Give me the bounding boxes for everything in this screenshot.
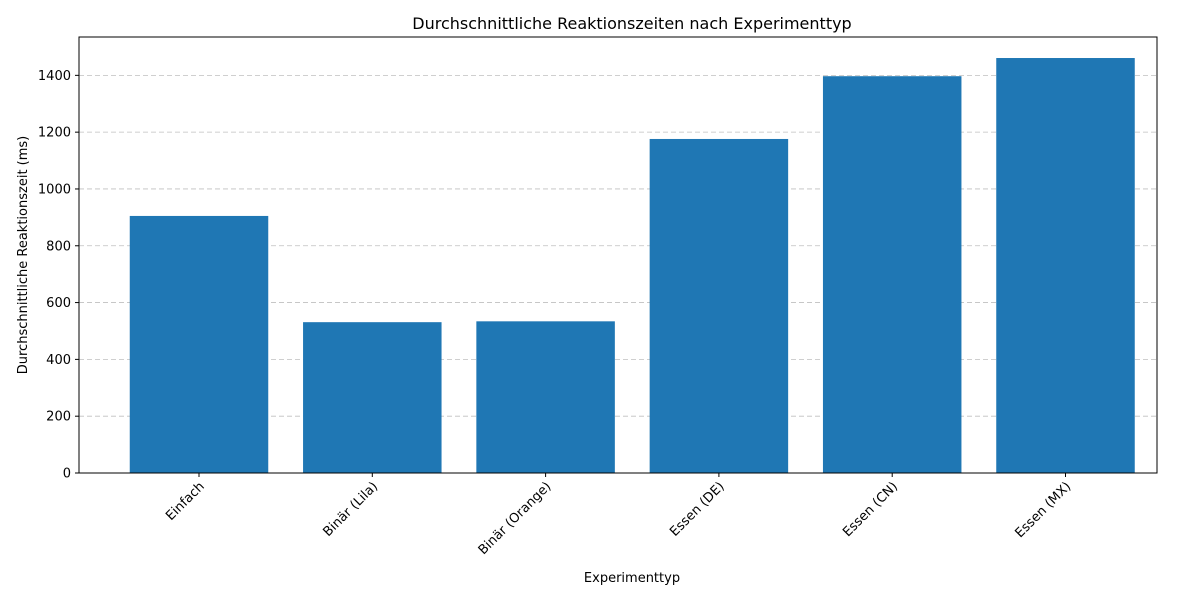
plot-frame	[78, 36, 1158, 474]
y-tick-label: 0	[63, 467, 71, 482]
x-tick-label: Binär (Lila)	[320, 479, 381, 540]
y-axis-label: Durchschnittliche Reaktionszeit (ms)	[16, 136, 31, 375]
y-tick-label: 800	[46, 239, 71, 254]
x-tick-label: Essen (DE)	[667, 479, 727, 539]
chart-title: Durchschnittliche Reaktionszeiten nach E…	[412, 14, 851, 33]
bars	[129, 58, 1135, 474]
bar	[476, 321, 615, 473]
x-tick-label: Binär (Orange)	[476, 479, 555, 558]
y-tick-label: 200	[46, 410, 71, 425]
y-tick-label: 1000	[38, 182, 71, 197]
y-axis-ticks: 0 200 400 600 800 1000 1200 1400	[38, 69, 79, 482]
bar	[649, 138, 789, 473]
y-tick-label: 1400	[38, 69, 71, 84]
bar	[129, 215, 269, 473]
y-tick-label: 1200	[38, 126, 71, 141]
y-tick-label: 600	[46, 296, 71, 311]
x-tick-label: Essen (CN)	[840, 479, 901, 540]
x-tick-label: Einfach	[163, 479, 208, 524]
y-tick-label: 400	[46, 353, 71, 368]
bar	[996, 58, 1135, 474]
x-axis-label: Experimenttyp	[584, 571, 680, 586]
x-tick-label: Essen (MX)	[1013, 479, 1075, 541]
bar	[822, 76, 962, 474]
bar	[303, 322, 442, 473]
x-axis-ticks: Einfach Binär (Lila) Binär (Orange) Essen (…	[163, 473, 1074, 558]
